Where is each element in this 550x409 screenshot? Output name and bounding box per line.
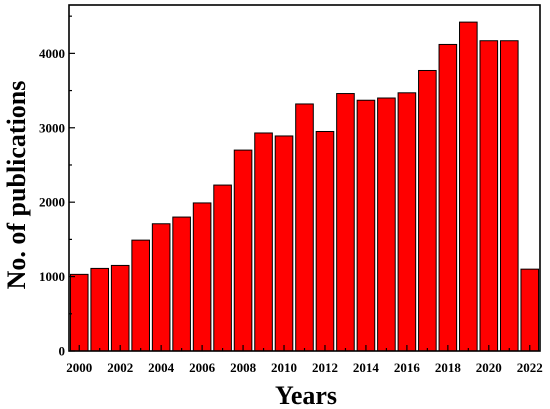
x-tick-label: 2004 <box>148 360 175 375</box>
bar-2001 <box>90 267 110 352</box>
x-tick-label: 2022 <box>517 360 543 375</box>
x-tick-label: 2018 <box>435 360 462 375</box>
bar-2000 <box>69 273 89 352</box>
bar-2012 <box>315 130 335 352</box>
x-tick-label: 2016 <box>394 360 421 375</box>
bar-2011 <box>295 103 314 352</box>
bar-2005 <box>172 216 191 352</box>
y-tick-label: 4000 <box>39 46 65 61</box>
bar-2014 <box>356 99 376 352</box>
bar-2013 <box>336 93 355 352</box>
y-tick-label: 3000 <box>39 120 65 135</box>
plot-frame <box>68 4 541 352</box>
bar-2018 <box>438 43 458 352</box>
bar-2017 <box>418 69 437 352</box>
y-tick-label: 2000 <box>39 195 65 210</box>
bar-2009 <box>254 132 273 352</box>
ticks-group: 0 1000 2000 3000 4000 2000 2002 2004 2006 2008 201… <box>39 15 543 375</box>
bar-2006 <box>192 202 212 352</box>
bar-2019 <box>459 21 478 352</box>
bar-2004 <box>151 223 171 352</box>
bars-group <box>69 21 540 352</box>
x-tick-label: 2008 <box>230 360 257 375</box>
bar-2015 <box>377 97 396 352</box>
x-tick-label: 2002 <box>107 360 133 375</box>
bar-2016 <box>397 92 417 352</box>
bar-2021 <box>499 40 519 352</box>
bar-2010 <box>274 135 294 352</box>
x-tick-label: 2020 <box>476 360 502 375</box>
bar-2020 <box>479 40 499 352</box>
y-tick-label: 0 <box>59 344 66 359</box>
bar-2002 <box>110 264 130 352</box>
bar-2003 <box>131 239 150 352</box>
bar-2007 <box>213 184 232 352</box>
x-tick-label: 2000 <box>66 360 92 375</box>
x-axis-title: Years <box>275 381 337 409</box>
x-tick-label: 2012 <box>312 360 338 375</box>
x-tick-label: 2010 <box>271 360 297 375</box>
bar-2022 <box>520 268 540 352</box>
y-tick-label: 1000 <box>39 269 65 284</box>
y-axis-title: No. of publications <box>2 81 31 290</box>
x-tick-label: 2006 <box>189 360 216 375</box>
bar-2008 <box>233 149 253 352</box>
x-tick-label: 2014 <box>353 360 380 375</box>
